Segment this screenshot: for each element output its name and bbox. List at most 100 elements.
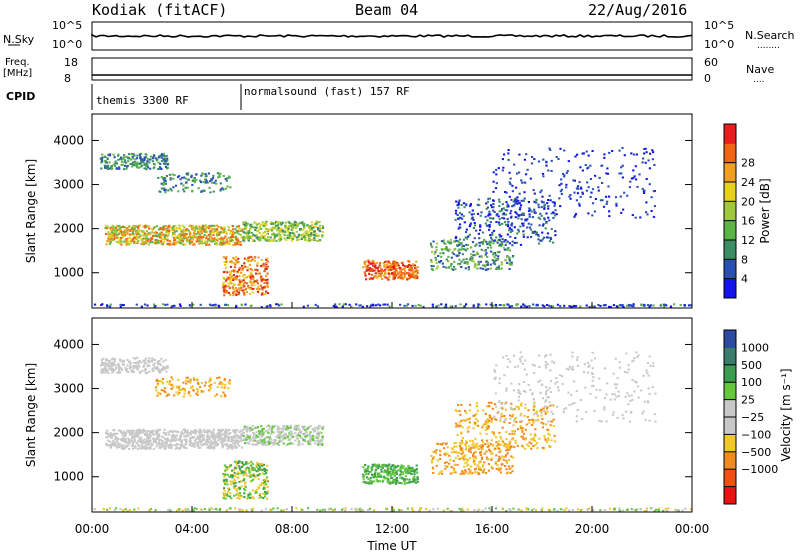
power-cell-2226 — [549, 199, 552, 202]
velocity-cell-1596 — [383, 464, 386, 467]
velocity-cell-625 — [239, 437, 242, 440]
velocity-cell-972 — [295, 426, 298, 429]
power-cell-1914 — [445, 246, 448, 249]
power-cell-1014 — [296, 238, 299, 241]
power-cell-1999 — [490, 238, 493, 241]
power-cell-2071 — [537, 233, 540, 236]
power-cell-969 — [281, 221, 284, 224]
velocity-cell-1168 — [128, 367, 131, 370]
power-cell-1033 — [302, 234, 305, 237]
velocity-cell-1507 — [266, 479, 269, 482]
power-cell-1114 — [136, 154, 139, 157]
velocity-cell-376 — [142, 429, 145, 432]
power-cell-1872 — [465, 258, 468, 261]
velocity-cell-799 — [290, 430, 293, 433]
power-cell-447 — [205, 227, 208, 230]
power-cell-2529 — [559, 190, 562, 193]
power-cell-1259 — [237, 293, 240, 296]
velocity-cell-795 — [282, 438, 285, 441]
power-cell-1669 — [404, 270, 407, 273]
power-cell-1362 — [265, 267, 268, 270]
power-cell-2324 — [573, 191, 576, 194]
power-cell-1596 — [416, 276, 419, 278]
power-cell-1944 — [466, 247, 469, 250]
velocity-cell-1694 — [395, 473, 398, 475]
power-cell-1111 — [104, 159, 107, 162]
velocity-cell-669 — [239, 435, 242, 438]
power-cell-2739 — [520, 305, 523, 308]
power-cell-2180 — [548, 219, 551, 222]
power-cell-464 — [147, 243, 150, 246]
velocity-cell-1882 — [464, 469, 467, 472]
velocity-cell-668 — [159, 438, 162, 441]
power-cell-2564 — [160, 176, 163, 178]
power-cell-900 — [288, 225, 291, 227]
power-cell-2895 — [548, 304, 551, 307]
velocity-cell-493 — [238, 431, 241, 434]
power-cell-2268 — [522, 230, 525, 233]
power-cell-2101 — [550, 228, 553, 230]
power-cell-2806 — [173, 304, 176, 307]
velocity-cell-363 — [180, 442, 183, 445]
power-cell-1570 — [388, 275, 391, 278]
power-cell-2672 — [210, 178, 213, 181]
power-cell-2247 — [509, 212, 512, 215]
power-cell-2133 — [513, 226, 516, 229]
power-cell-213 — [126, 232, 129, 235]
power-cell-1878 — [488, 240, 491, 243]
velocity-cell-27 — [204, 442, 207, 445]
velocity-cell-725 — [294, 432, 297, 435]
power-cell-415 — [216, 228, 219, 231]
power-cell-1775 — [434, 259, 438, 262]
power-cell-1034 — [295, 236, 298, 239]
power-cell-755 — [321, 235, 324, 238]
power-cell-2177 — [465, 203, 468, 206]
power-cell-1392 — [266, 283, 269, 286]
velocity-cell-1414 — [265, 469, 268, 472]
power-cell-2584 — [195, 178, 198, 181]
power-cell-1598 — [384, 276, 387, 279]
power-cell-2280 — [495, 221, 498, 223]
velocity-cell-1933 — [456, 463, 459, 466]
velocity-cell-759 — [254, 426, 257, 429]
power-cell-653 — [173, 239, 176, 242]
velocity-cell-1048 — [305, 431, 308, 434]
velocity-cell-304 — [213, 433, 216, 436]
power-cell-1132 — [123, 154, 126, 157]
power-cell-984 — [276, 228, 279, 231]
power-cell-1317 — [229, 272, 232, 274]
velocity-cell-1548 — [400, 482, 403, 485]
power-cell-998 — [245, 226, 248, 229]
power-cell-1704 — [379, 265, 382, 268]
power-cell-2099 — [468, 233, 471, 236]
power-cell-2358 — [635, 178, 638, 181]
power-cell-587 — [154, 234, 158, 237]
velocity-cell-482 — [196, 444, 199, 447]
velocity-cell-885 — [283, 437, 287, 440]
power-cell-279 — [195, 240, 198, 243]
velocity-cell-859 — [313, 442, 317, 445]
power-cell-451 — [123, 229, 126, 232]
power-cell-2286 — [490, 236, 493, 239]
power-cell-2775 — [135, 303, 138, 306]
velocity-cell-1434 — [233, 485, 236, 488]
power-cell-2456 — [565, 171, 568, 174]
power-cell-541 — [156, 239, 159, 242]
power-cell-927 — [246, 232, 250, 235]
velocity-cell-1845 — [463, 472, 466, 475]
velocity-cell-201 — [194, 442, 197, 445]
power-cell-48 — [202, 235, 205, 237]
power-cell-310 — [206, 230, 209, 233]
power-cell-1809 — [486, 261, 490, 264]
power-cell-1394 — [233, 261, 236, 264]
power-cell-2257 — [537, 238, 540, 241]
power-cell-2871 — [615, 305, 618, 308]
power-cell-1225 — [154, 157, 157, 160]
power-cell-988 — [279, 234, 282, 237]
power-cell-56 — [107, 238, 110, 240]
power-cell-2081 — [514, 237, 517, 239]
power-cell-588 — [224, 230, 227, 233]
power-cell-2734 — [370, 304, 373, 307]
velocity-cell-836 — [273, 442, 276, 445]
velocity-cell-298 — [180, 432, 183, 435]
